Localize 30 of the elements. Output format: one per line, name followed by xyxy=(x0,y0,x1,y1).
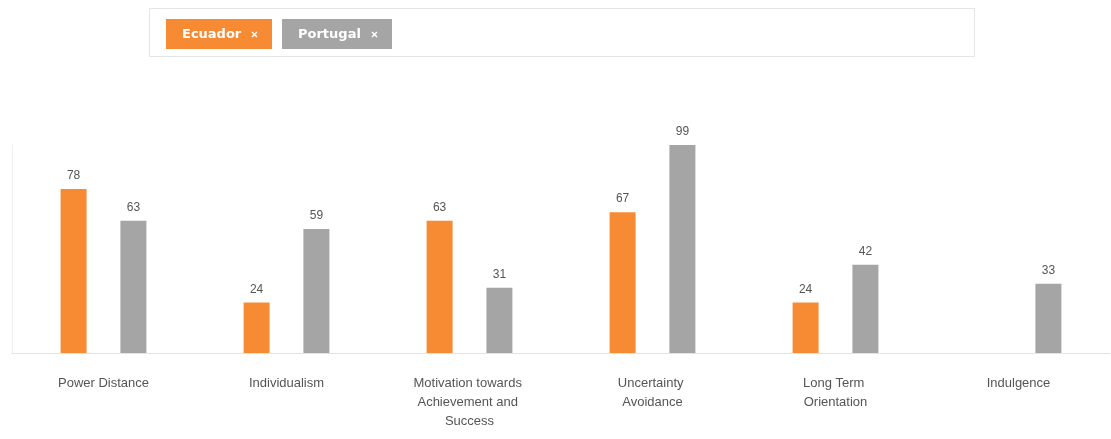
text: Ecuador xyxy=(182,26,242,41)
bar xyxy=(60,189,87,353)
data-label: 59 xyxy=(309,208,324,223)
x-tick-label: Power Distance xyxy=(57,375,150,390)
bar xyxy=(609,212,636,353)
data-label: 24 xyxy=(798,281,813,296)
data-label: 33 xyxy=(1041,262,1056,277)
bar xyxy=(243,302,270,353)
bar xyxy=(120,220,147,353)
data-label: 63 xyxy=(126,199,141,214)
data-label: 67 xyxy=(615,191,630,206)
x-tick-label: Individualism xyxy=(248,375,325,390)
bar xyxy=(669,145,696,353)
x-tick-label: Long Term Orientation xyxy=(803,375,868,409)
data-label: 24 xyxy=(249,281,264,296)
x-tick-label: Motivation towards Achievement and Success xyxy=(413,375,526,428)
x-tick-label: Uncertainty Avoidance xyxy=(617,375,688,409)
x-tick-label: Indulgence xyxy=(986,375,1051,390)
bar xyxy=(303,229,330,353)
bar xyxy=(852,264,879,353)
bar xyxy=(1035,283,1062,353)
data-label: 78 xyxy=(66,168,81,183)
data-label: 99 xyxy=(675,124,690,138)
data-label: 31 xyxy=(492,266,507,281)
bar xyxy=(426,220,453,353)
text: Portugal xyxy=(298,26,361,41)
bar xyxy=(792,302,819,353)
bar xyxy=(486,287,513,353)
data-label: 63 xyxy=(432,199,447,214)
data-label: 42 xyxy=(858,243,873,258)
